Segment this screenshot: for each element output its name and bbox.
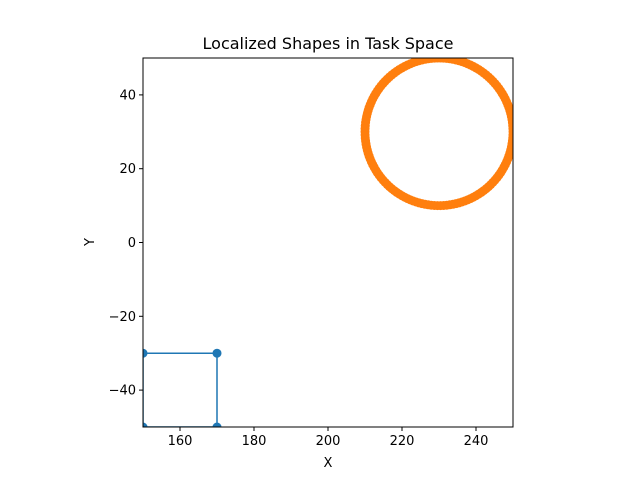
x-tick-label: 180 [242,434,267,449]
square-series-line [143,352,218,427]
y-axis-label: Y [83,238,98,247]
chart-title: Localized Shapes in Task Space [203,34,454,53]
y-tick-label: 0 [128,236,136,251]
x-tick-label: 160 [168,434,193,449]
x-axis: 160 180 200 220 240 [168,427,489,449]
square-vertex-point [212,348,222,358]
x-tick-label: 220 [390,434,415,449]
y-tick-label: −40 [109,384,136,399]
square-vertex-point [143,422,148,427]
plot-area [143,58,513,427]
x-tick-label: 200 [316,434,341,449]
y-axis: −40 −20 0 20 40 [109,88,143,399]
x-axis-label: X [324,456,333,471]
y-tick-label: −20 [109,310,136,325]
circle-series-point [508,130,513,140]
square-vertex-point [212,422,222,427]
y-tick-label: 40 [119,88,136,103]
y-tick-label: 20 [119,162,136,177]
x-tick-label: 240 [464,434,489,449]
square-vertex-point [143,348,148,358]
